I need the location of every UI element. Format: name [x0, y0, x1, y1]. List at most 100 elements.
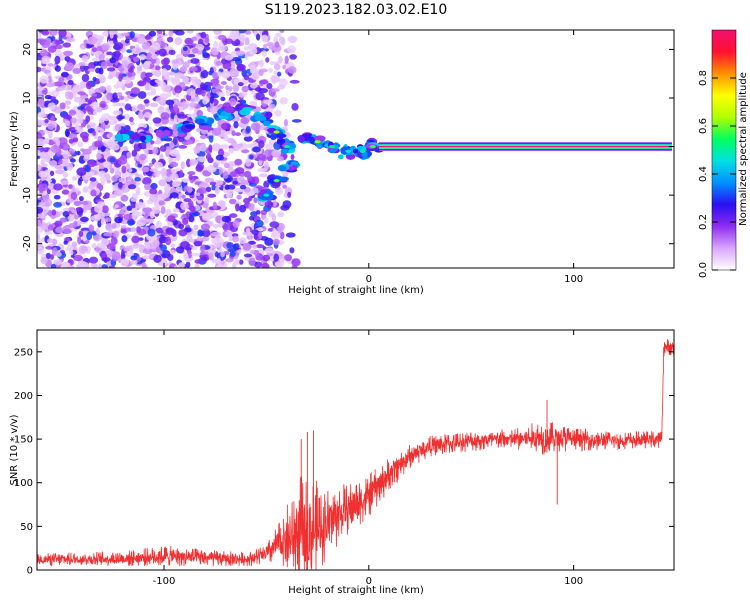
spectrogram-speckle: [220, 81, 227, 85]
spectrogram-speckle: [41, 89, 47, 95]
spectrogram-speckle: [53, 183, 63, 191]
spectrogram-speckle: [99, 86, 106, 93]
spectrogram-speckle: [287, 45, 296, 54]
spectrogram-ridge-blob: [205, 117, 215, 125]
spectrogram-speckle: [37, 66, 42, 73]
spectrogram-speckle: [37, 246, 45, 255]
spectrogram-speckle: [232, 57, 242, 62]
spectrogram-speckle: [200, 256, 210, 261]
spectrogram-speckle: [186, 234, 193, 243]
spectrogram-speckle: [188, 174, 193, 180]
spectrogram-speckle: [158, 200, 165, 206]
spectrogram-speckle: [279, 97, 288, 105]
spectrogram-speckle: [265, 143, 273, 151]
spectrogram-speckle: [108, 30, 118, 35]
spectrogram-speckle: [62, 150, 71, 159]
spectrogram-speckle: [252, 72, 259, 81]
spectrogram-speckle: [81, 73, 90, 83]
spectrogram-speckle: [76, 167, 87, 176]
spectrogram-speckle: [243, 253, 253, 258]
spectrogram-speckle: [118, 177, 125, 182]
spectrogram-speckle: [120, 225, 127, 229]
spectrogram-speckle: [261, 50, 267, 57]
spectrogram-xlabel: Height of straight line (km): [288, 285, 424, 296]
spectrogram-speckle: [214, 85, 224, 90]
spectrogram-speckle: [101, 257, 111, 262]
spectrogram-speckle: [89, 177, 97, 182]
spectrogram-speckle: [80, 216, 89, 223]
spectrogram-speckle: [103, 232, 113, 237]
spectrogram-speckle: [269, 221, 280, 229]
spectrogram-speckle: [143, 241, 152, 246]
spectrogram-speckle: [252, 141, 258, 147]
spectrogram-speckle: [277, 211, 285, 218]
spectrogram-speckle: [248, 203, 255, 211]
spectrogram-speckle: [279, 36, 284, 44]
spectrogram-speckle: [107, 74, 113, 80]
spectrogram-ridge-blob: [314, 135, 326, 142]
spectrogram-speckle: [105, 223, 114, 232]
spectrogram-speckle: [255, 92, 265, 101]
spectrogram-speckle: [211, 143, 222, 152]
spectrogram-speckle: [225, 84, 230, 91]
spectrogram-speckle: [180, 201, 190, 211]
spectrogram-speckle: [232, 235, 240, 243]
spectrogram-speckle: [114, 123, 122, 131]
spectrogram-speckle: [120, 229, 128, 234]
spectrogram-speckle: [37, 155, 41, 160]
spectrogram-speckle: [84, 154, 90, 160]
spectrogram-speckle: [263, 180, 270, 189]
spectrogram-speckle: [47, 210, 53, 217]
spectrogram-speckle: [210, 78, 220, 85]
spectrogram-speckle: [186, 139, 193, 145]
spectrogram-speckle: [112, 102, 118, 107]
spectrogram-speckle: [110, 143, 120, 151]
spectrogram-speckle: [180, 47, 191, 57]
spectrogram-speckle: [41, 57, 51, 65]
spectrogram-speckle: [90, 189, 97, 197]
colorbar-label: Normalized spectral amplitude: [738, 72, 749, 226]
spectrogram-speckle: [46, 72, 52, 77]
spectrogram-speckle: [139, 54, 146, 61]
spectrogram-speckle: [66, 198, 74, 204]
spectrogram-speckle: [188, 215, 195, 223]
spectrogram-speckle: [125, 227, 131, 232]
spectrogram-speckle: [217, 257, 221, 265]
spectrogram-ridge-blob: [129, 133, 142, 140]
spectrogram-speckle: [163, 189, 171, 198]
spectrogram-ridge-blob: [260, 115, 267, 122]
spectrogram-speckle: [231, 130, 236, 137]
spectrogram-ridge-blob: [329, 149, 336, 154]
spectrogram-speckle: [158, 48, 167, 57]
y-tick-label: -20: [22, 236, 33, 252]
spectrogram-speckle: [246, 231, 252, 236]
spectrogram-ridge-blob: [114, 133, 122, 141]
spectrogram-speckle: [201, 236, 210, 242]
spectrogram-speckle: [209, 181, 217, 186]
spectrogram-speckle: [273, 253, 280, 262]
spectrogram-speckle: [209, 96, 214, 104]
spectrogram-speckle: [108, 265, 116, 268]
spectrogram-speckle: [98, 172, 104, 178]
spectrogram-speckle: [150, 182, 158, 190]
spectrogram-speckle: [238, 204, 247, 213]
spectrogram-speckle: [46, 179, 53, 183]
spectrogram-speckle: [118, 115, 125, 120]
spectrogram-speckle: [59, 217, 68, 223]
spectrogram-speckle: [259, 47, 270, 52]
spectrogram-speckle: [180, 161, 185, 170]
spectrogram-speckle: [58, 30, 67, 38]
y-tick-label: -10: [22, 187, 33, 203]
spectrogram-speckle: [188, 206, 196, 212]
spectrogram-ridge-blob: [275, 133, 287, 139]
spectrogram-speckle: [124, 251, 135, 257]
spectrogram-speckle: [188, 200, 194, 208]
spectrogram-speckle: [282, 200, 292, 209]
spectrogram-speckle: [248, 47, 258, 55]
spectrogram-speckle: [240, 179, 249, 185]
spectrogram-speckle: [85, 81, 92, 90]
spectrogram-speckle: [268, 44, 276, 50]
spectrogram-speckle: [205, 153, 212, 160]
spectrogram-speckle: [207, 193, 217, 198]
spectrogram-speckle: [108, 115, 117, 121]
